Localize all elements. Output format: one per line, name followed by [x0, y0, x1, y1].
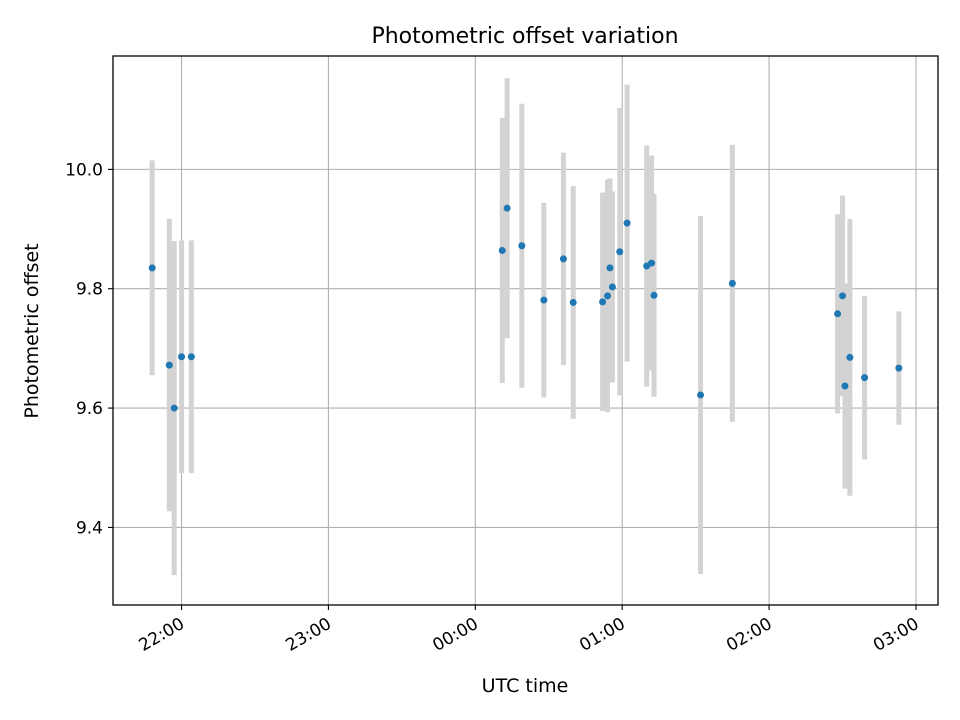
data-point	[559, 255, 567, 263]
grid-lines	[113, 56, 938, 605]
chart-title: Photometric offset variation	[371, 24, 678, 49]
data-point	[650, 291, 658, 299]
y-axis-label: Photometric offset	[21, 243, 43, 418]
y-tick-label: 10.0	[65, 160, 103, 180]
plot-frame	[112, 55, 939, 606]
data-point	[841, 382, 849, 390]
data-point	[648, 259, 656, 267]
data-point	[846, 353, 854, 361]
data-point	[170, 404, 178, 412]
data-point	[697, 391, 705, 399]
data-point	[178, 353, 186, 361]
data-point	[839, 292, 847, 300]
data-point	[834, 310, 842, 318]
data-point	[540, 296, 548, 304]
data-points	[148, 204, 903, 412]
data-point	[165, 361, 173, 369]
data-point	[604, 292, 612, 300]
data-point	[498, 247, 506, 255]
data-point	[608, 283, 616, 291]
data-point	[148, 264, 156, 272]
data-point	[518, 242, 526, 250]
data-point	[616, 248, 624, 256]
data-point	[569, 298, 577, 306]
y-axis-ticks: 9.4 9.6 9.8 10.0	[65, 160, 113, 538]
data-point	[623, 219, 631, 227]
y-tick-label: 9.4	[76, 518, 103, 538]
data-point	[606, 264, 614, 272]
data-point	[861, 374, 869, 382]
data-point	[599, 298, 607, 306]
x-axis-label: UTC time	[482, 675, 569, 697]
data-point	[728, 279, 736, 287]
y-tick-label: 9.8	[76, 280, 103, 300]
data-point	[503, 204, 511, 212]
y-tick-label: 9.6	[76, 399, 103, 419]
data-point	[187, 353, 195, 361]
data-point	[895, 364, 903, 372]
